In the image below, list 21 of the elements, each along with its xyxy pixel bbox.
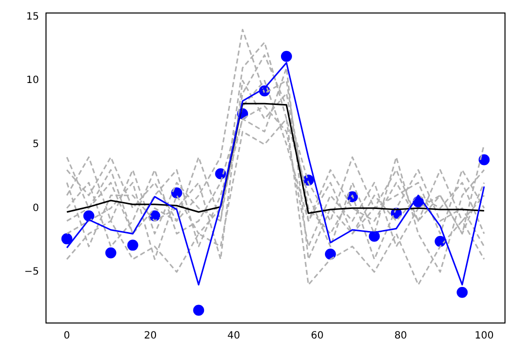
point bbox=[434, 236, 446, 247]
x-tick-label: 80 bbox=[394, 330, 408, 342]
x-tick-label: 40 bbox=[227, 330, 240, 342]
point bbox=[127, 240, 138, 251]
point bbox=[478, 154, 490, 166]
point bbox=[193, 304, 204, 316]
x-tick-label: 20 bbox=[144, 330, 157, 342]
point bbox=[61, 233, 72, 244]
point bbox=[280, 50, 292, 62]
y-tick-label: 10 bbox=[26, 75, 39, 86]
y-tick-label: −5 bbox=[24, 266, 39, 278]
y-tick-label: 5 bbox=[32, 138, 39, 150]
point bbox=[105, 247, 116, 258]
y-tick-label: 15 bbox=[26, 11, 39, 22]
point bbox=[456, 286, 468, 298]
point bbox=[324, 248, 336, 260]
x-tick-label: 100 bbox=[474, 330, 494, 342]
point bbox=[83, 210, 94, 222]
x-tick-label: 60 bbox=[310, 330, 324, 342]
y-tick-label: 0 bbox=[32, 202, 39, 214]
x-tick-label: 0 bbox=[64, 330, 70, 342]
